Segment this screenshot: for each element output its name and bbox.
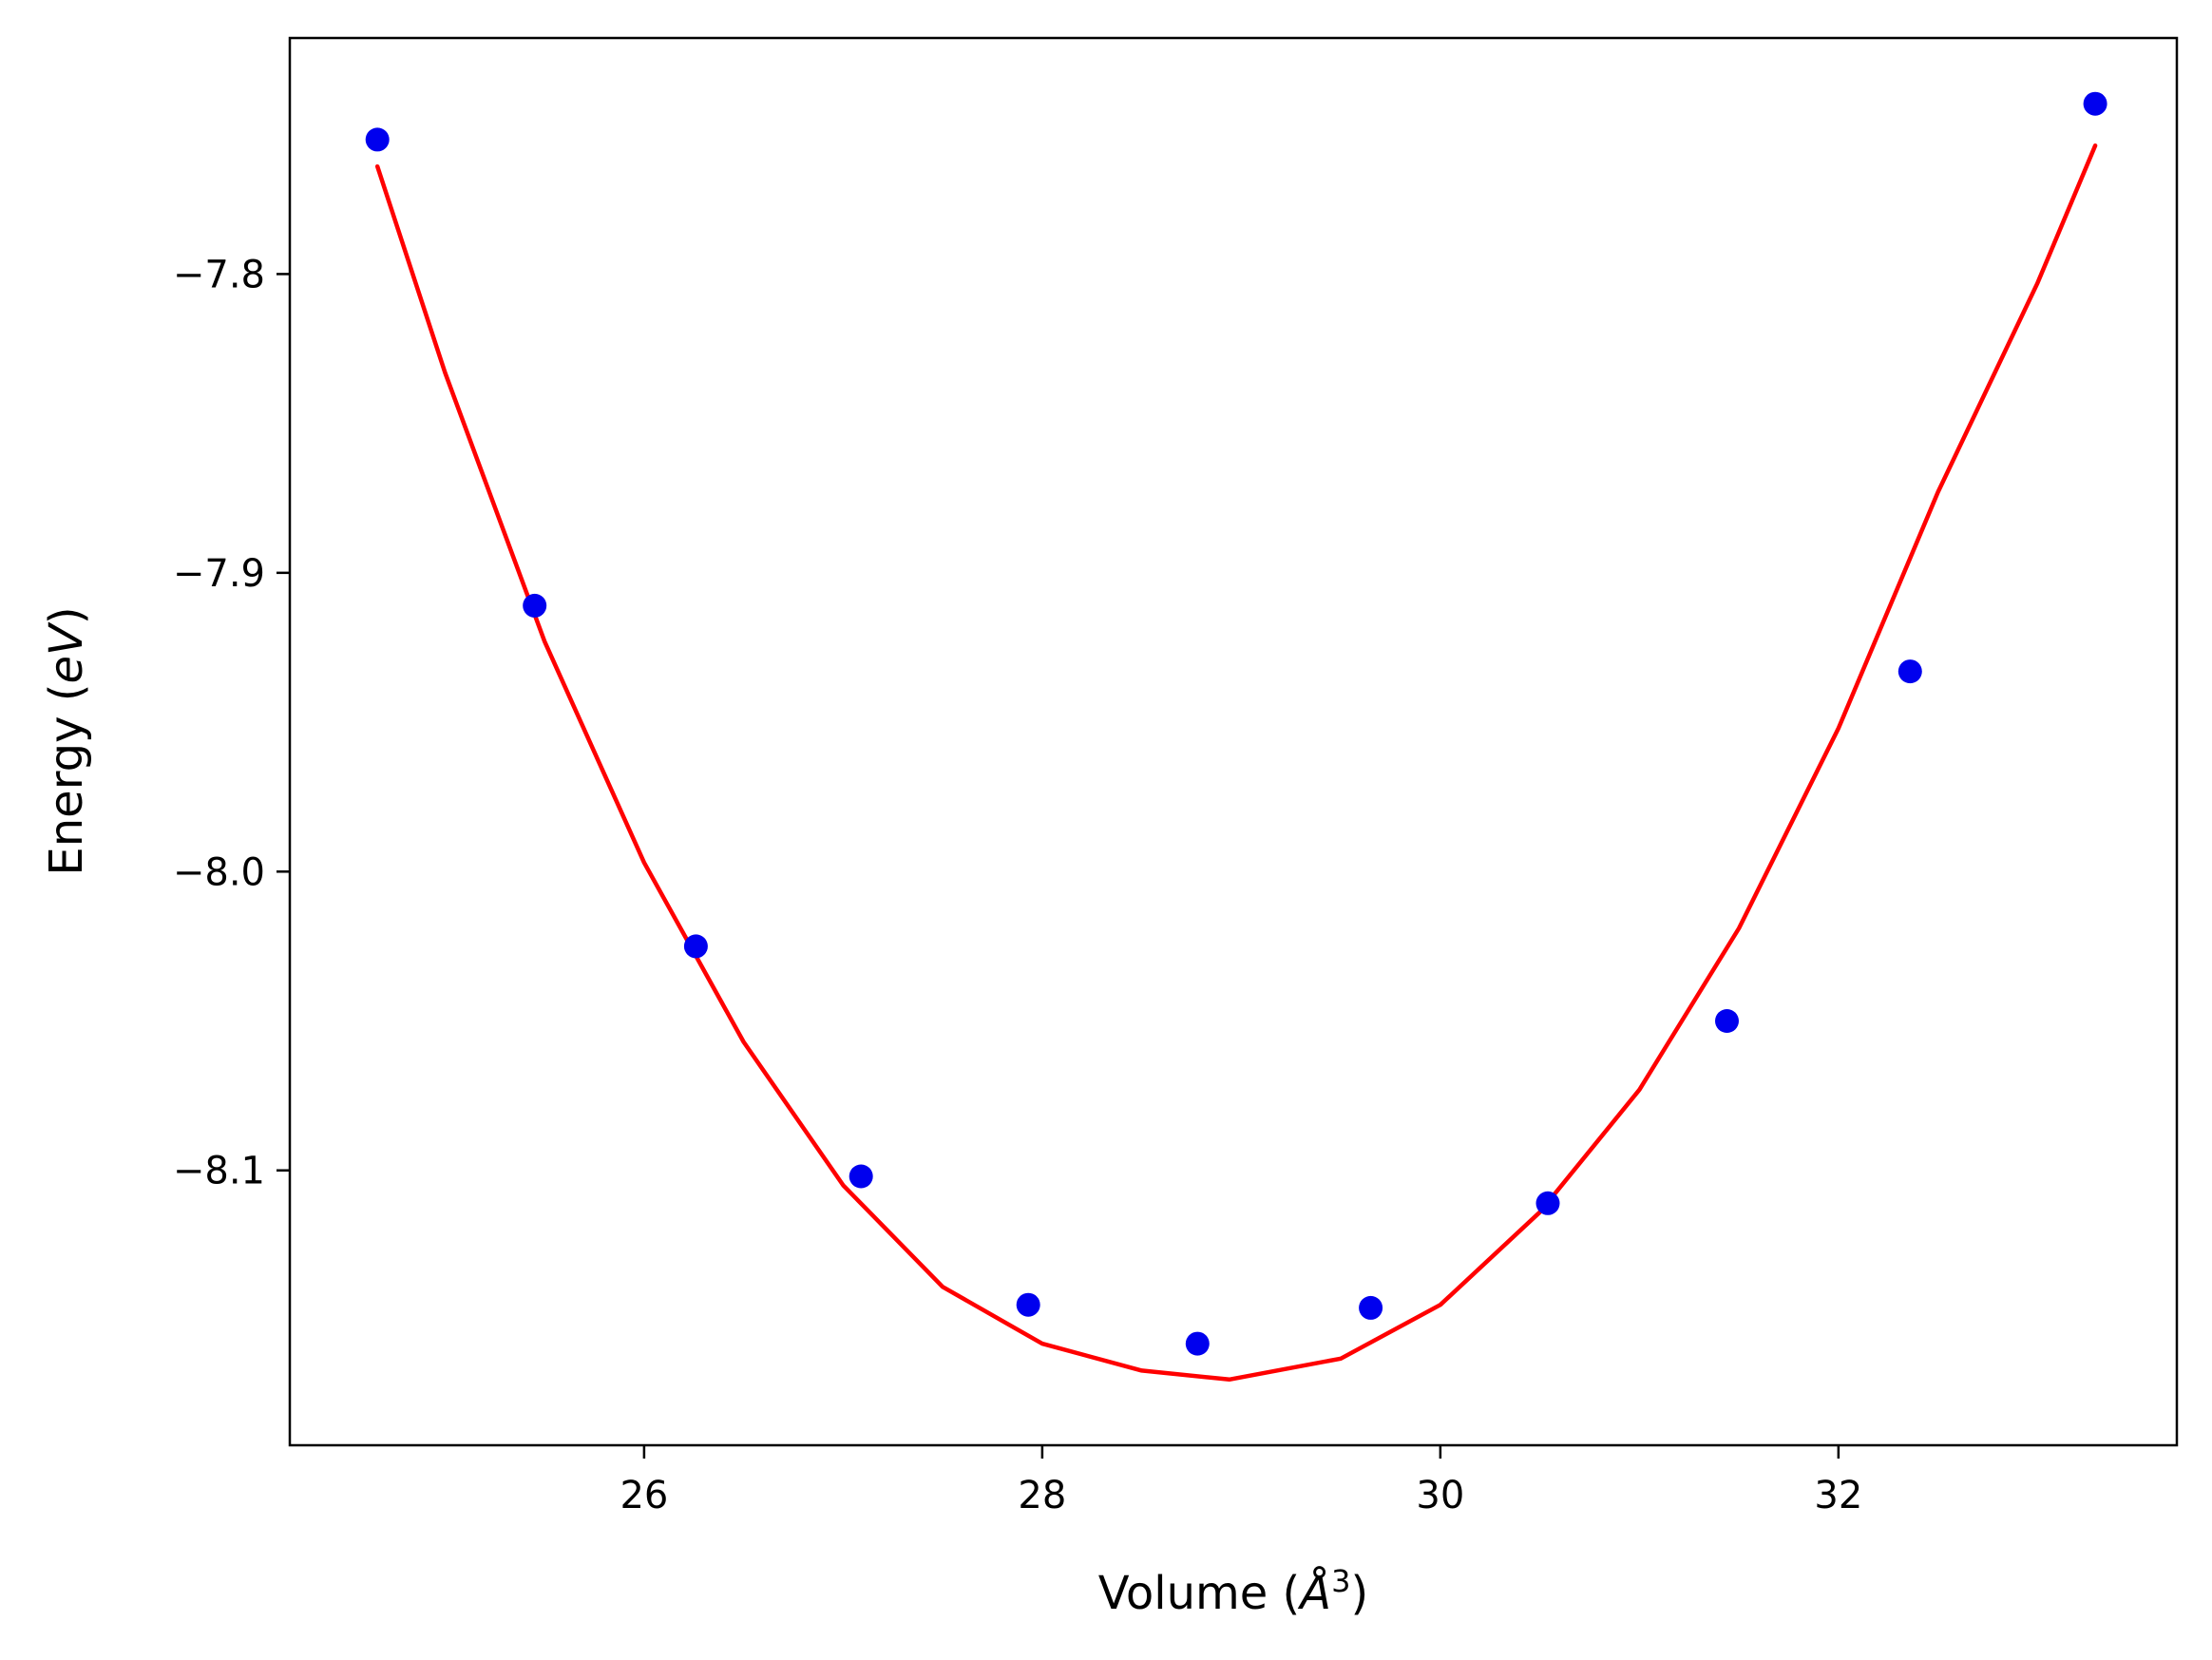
data-point — [1535, 1191, 1560, 1215]
data-point — [1897, 659, 1922, 684]
x-tick-label: 28 — [1018, 1474, 1066, 1517]
data-point — [1715, 1009, 1739, 1033]
data-point — [523, 593, 547, 618]
y-tick-label: −7.8 — [173, 253, 265, 296]
y-axis-label: Energy (eV) — [40, 606, 93, 875]
data-point — [365, 127, 390, 152]
fit-curve — [374, 143, 2098, 1383]
data-points-layer — [365, 91, 2107, 1356]
data-point — [1016, 1292, 1040, 1317]
x-tick-label: 32 — [1814, 1474, 1862, 1517]
x-tick-label: 26 — [620, 1474, 668, 1517]
y-tick-label: −8.0 — [173, 850, 265, 894]
fit-curve-layer — [374, 143, 2098, 1383]
x-axis-label: Volume (Å3) — [1098, 1563, 1368, 1620]
data-point — [2083, 91, 2107, 116]
x-axis-ticks: 26 28 30 32 — [620, 1445, 1862, 1517]
y-axis-ticks: −7.8 −7.9 −8.0 −8.1 — [173, 253, 290, 1193]
y-tick-label: −8.1 — [173, 1150, 265, 1193]
x-tick-label: 30 — [1416, 1474, 1464, 1517]
data-point — [1359, 1295, 1383, 1320]
data-point — [683, 934, 708, 959]
plot-area-frame — [288, 36, 2179, 1447]
y-tick-label: −7.9 — [173, 552, 265, 596]
data-point — [849, 1164, 873, 1189]
data-point — [1185, 1331, 1210, 1356]
